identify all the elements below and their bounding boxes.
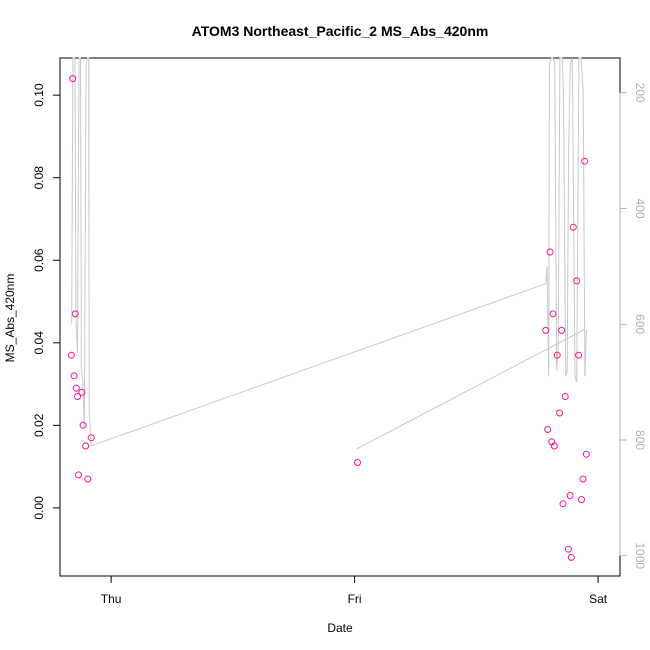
x-axis-label: Date xyxy=(327,621,353,635)
y-axis: 0.00 0.02 0.04 0.06 0.08 0.10 xyxy=(32,83,61,520)
altitude-line xyxy=(71,57,587,447)
data-point xyxy=(544,426,552,433)
altitude-series xyxy=(71,57,587,450)
data-point xyxy=(354,459,361,466)
y-tick-label: 0.10 xyxy=(32,83,46,107)
y-tick-label: 0.08 xyxy=(32,166,46,190)
y2-tick-label: 200 xyxy=(633,83,647,103)
altitude-segment xyxy=(356,329,585,450)
plot-area xyxy=(59,57,621,577)
data-point xyxy=(558,326,566,334)
data-point xyxy=(74,393,81,400)
x-tick-label: Sat xyxy=(589,592,608,606)
data-point xyxy=(87,434,95,442)
data-point xyxy=(573,277,581,285)
data-point xyxy=(564,545,572,553)
data-point xyxy=(542,326,550,334)
data-point xyxy=(581,157,589,165)
measurement-series xyxy=(67,75,590,561)
data-point xyxy=(567,553,575,561)
data-point xyxy=(575,351,583,359)
y-tick-label: 0.02 xyxy=(32,413,46,437)
data-point xyxy=(78,388,86,396)
x-tick-label: Thu xyxy=(101,592,122,606)
y2-tick-label: 1000 xyxy=(633,542,647,569)
data-point xyxy=(549,310,557,318)
y-axis-label: MS_Abs_420nm xyxy=(3,274,17,363)
y-tick-label: 0.00 xyxy=(32,496,46,520)
y2-tick-label: 800 xyxy=(633,430,647,450)
data-point xyxy=(75,471,82,479)
data-point xyxy=(71,310,79,318)
data-point xyxy=(553,351,561,359)
data-point xyxy=(84,475,92,483)
data-point xyxy=(70,372,78,380)
chart-title: ATOM3 Northeast_Pacific_2 MS_Abs_420nm xyxy=(192,23,489,39)
data-point xyxy=(79,421,87,429)
x-tick-label: Fri xyxy=(348,592,362,606)
data-point xyxy=(579,475,587,483)
data-point xyxy=(69,75,77,83)
data-point xyxy=(82,442,90,450)
y2-tick-label: 400 xyxy=(633,198,647,218)
data-point xyxy=(546,248,554,256)
data-point xyxy=(72,384,80,392)
data-point xyxy=(566,492,574,499)
data-point xyxy=(582,450,590,458)
data-point xyxy=(559,500,567,508)
x-axis: Thu Fri Sat xyxy=(101,575,608,606)
data-point xyxy=(550,442,558,450)
data-point xyxy=(569,223,577,231)
data-point xyxy=(556,409,564,417)
data-point xyxy=(561,393,569,400)
data-point xyxy=(578,496,585,504)
data-point xyxy=(67,351,75,359)
y-tick-label: 0.06 xyxy=(32,248,46,272)
y2-tick-label: 600 xyxy=(633,314,647,334)
y2-axis: 200 400 600 800 1000 xyxy=(619,83,647,569)
y-tick-label: 0.04 xyxy=(32,331,46,355)
